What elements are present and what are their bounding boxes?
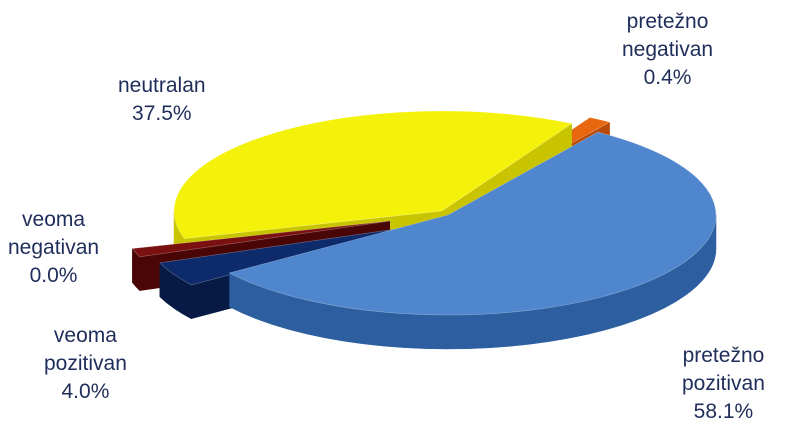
label-value: 58.1% [693,400,754,423]
label-line: veoma [53,324,117,347]
label-neutralan: neutralan 37.5% [118,72,206,128]
label-pretezno-negativan: pretežno negativan 0.4% [622,8,713,92]
pie-slice-0 [228,131,717,350]
label-veoma-pozitivan: veoma pozitivan 4.0% [44,322,127,406]
label-value: 0.4% [643,66,692,89]
label-line: pozitivan [44,352,127,375]
label-value: 37.5% [132,102,192,125]
label-line: negativan [622,38,714,61]
label-line: veoma [22,208,86,231]
slice-top-face [159,226,411,286]
label-line: pretežno [682,344,765,367]
slice-top-face [131,220,391,258]
label-veoma-negativan: veoma negativan 0.0% [8,206,99,290]
label-value: 4.0% [61,380,110,403]
label-line: negativan [8,236,100,259]
slice-top-face [173,110,573,239]
label-line: pozitivan [682,372,765,395]
label-line: pretežno [626,10,709,33]
label-value: 0.0% [29,264,78,287]
label-pretezno-pozitivan: pretežno pozitivan 58.1% [682,342,765,426]
label-line: neutralan [118,74,206,97]
slice-top-face [228,131,717,316]
